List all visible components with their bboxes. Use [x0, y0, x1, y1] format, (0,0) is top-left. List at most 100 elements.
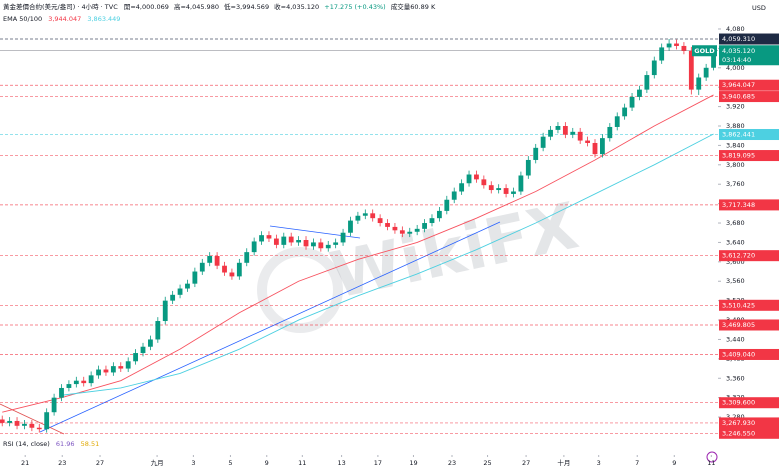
candle-body: [399, 230, 405, 234]
candle-body: [525, 159, 531, 176]
rsi-value: 61.96: [56, 440, 75, 448]
symbol: 黃金差價合約(美元/盎司) · 4小時 · TVC: [3, 2, 118, 11]
ema-line: [2, 94, 714, 413]
level-label-box: [719, 427, 779, 439]
candle-body: [688, 50, 694, 90]
x-tick-label: 9: [672, 459, 676, 467]
level-label-box: [719, 91, 779, 103]
candle-body: [622, 107, 628, 117]
candle-body: [44, 412, 50, 430]
indicator-label: EMA 50/100: [3, 15, 42, 23]
candle-body: [273, 238, 279, 245]
quote-open: 開=4,000.069: [124, 3, 169, 11]
trend-line: [0, 403, 65, 435]
level-label: 4,059.310: [722, 35, 755, 43]
candle-body: [362, 213, 368, 216]
y-tick-label: 3,920: [726, 103, 745, 111]
candle-body: [348, 220, 353, 233]
candle-body: [51, 397, 57, 413]
candle-body: [170, 294, 176, 301]
level-label: 3,267.930: [722, 419, 755, 427]
x-tick-label: 21: [21, 459, 29, 467]
candle-body: [185, 283, 190, 289]
quote-close: 收=4,035.120: [274, 2, 319, 11]
x-tick-label: 17: [374, 459, 382, 467]
level-label-box: [719, 417, 779, 429]
level-label: 3,717.348: [722, 201, 755, 209]
y-tick-label: 3,840: [726, 141, 745, 149]
candle-body: [503, 188, 509, 194]
candle-body: [88, 375, 94, 384]
candle-body: [66, 384, 72, 388]
watermark-logo: [257, 247, 343, 333]
candle-body: [444, 199, 450, 211]
x-tick-label: 27: [96, 459, 104, 467]
candle-body: [562, 126, 568, 135]
level-label: 3,469.805: [722, 321, 755, 329]
candle-body: [36, 427, 42, 430]
y-tick-label: 3,800: [726, 161, 745, 169]
candle-body: [59, 387, 64, 398]
symbol-tag: GOLD: [694, 47, 715, 55]
y-tick-label: 3,560: [726, 277, 745, 285]
x-tick-label: 7: [635, 459, 639, 467]
candle-body: [644, 75, 650, 90]
level-label-box: [719, 299, 779, 311]
alert-icon[interactable]: [706, 451, 718, 463]
candle-body: [429, 218, 435, 224]
axes: 3,2803,3203,3603,4003,4403,4803,5203,560…: [21, 25, 745, 467]
candle-body: [392, 226, 398, 231]
y-tick-label: 3,600: [726, 258, 745, 266]
candle-body: [681, 45, 687, 51]
candle-body: [651, 60, 657, 76]
x-tick-label: 九月: [151, 458, 164, 467]
candle-body: [118, 366, 124, 369]
candle-body: [466, 174, 472, 184]
candle-body: [22, 423, 27, 426]
level-label: 3,510.425: [722, 301, 755, 309]
quote-change: +17.275 (+0.43%): [324, 3, 385, 11]
level-label: 3,862.441: [722, 131, 755, 139]
quote-low: 低=3,994.569: [224, 2, 269, 11]
candle-body: [451, 191, 457, 200]
candle-body: [29, 423, 35, 428]
candle-body: [585, 140, 590, 143]
price-levels: 4,059.310 3,964.047 3,940.685 3,862.441 3,81…: [0, 33, 779, 439]
ema-value: 3,863.449: [87, 15, 120, 23]
x-tick-label: 11: [298, 459, 306, 467]
x-tick-label: 23: [448, 459, 456, 467]
candle-body: [311, 242, 316, 247]
candle-body: [199, 262, 205, 272]
candle-body: [103, 369, 109, 373]
candle-body: [281, 236, 287, 245]
y-tick-label: 3,360: [726, 374, 745, 382]
candle-body: [162, 300, 168, 322]
y-tick-label: 4,080: [726, 25, 745, 33]
candle-body: [385, 223, 390, 227]
candle-body: [303, 240, 309, 247]
level-label-box: [719, 129, 779, 141]
candle-body: [711, 50, 716, 68]
candle-body: [214, 256, 220, 266]
candle-body: [148, 339, 153, 347]
candle-body: [244, 252, 250, 263]
y-tick-label: 3,760: [726, 180, 745, 188]
level-label: 3,940.685: [722, 93, 755, 101]
x-tick-label: 5: [228, 459, 232, 467]
candle-body: [696, 77, 702, 90]
y-tick-label: 4,000: [726, 64, 745, 72]
rsi-label: RSI (14, close): [3, 440, 50, 448]
level-label-box: [719, 150, 779, 162]
x-tick-label: 25: [483, 459, 491, 467]
candle-body: [125, 361, 131, 369]
candle-body: [222, 265, 227, 273]
x-tick-label: 27: [522, 459, 530, 467]
countdown: 03:14:40: [722, 56, 751, 64]
candle-body: [133, 353, 139, 362]
candle-body: [192, 271, 198, 284]
candle-body: [0, 419, 5, 423]
candle-body: [555, 126, 561, 130]
candle-body: [96, 369, 101, 376]
candle-body: [288, 236, 294, 243]
candle-body: [533, 147, 539, 160]
